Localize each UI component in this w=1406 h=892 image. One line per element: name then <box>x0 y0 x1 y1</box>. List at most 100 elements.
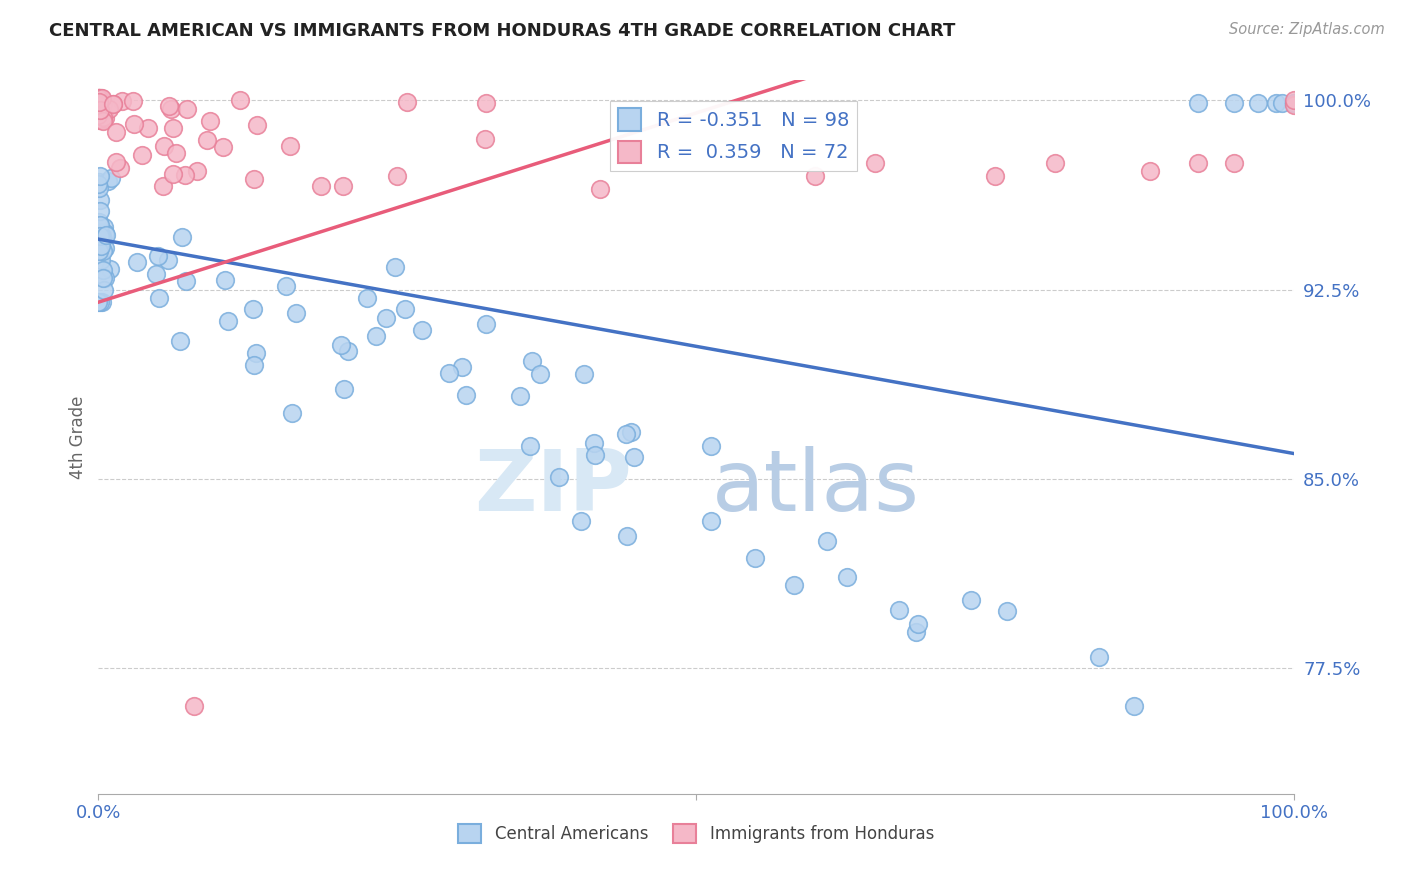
Point <box>110 95 132 109</box>
Point <box>375 310 398 325</box>
Point <box>90 233 112 247</box>
Point <box>91 262 114 277</box>
Point <box>384 260 406 274</box>
Point <box>284 306 307 320</box>
Point <box>89 169 111 183</box>
Point <box>89 95 111 110</box>
Point <box>744 551 766 566</box>
Point <box>156 252 179 267</box>
Point <box>1282 95 1305 110</box>
Point <box>451 360 474 375</box>
Point <box>1043 156 1066 170</box>
Point <box>815 534 838 549</box>
Point <box>89 295 111 310</box>
Point <box>87 106 110 120</box>
Point <box>385 169 409 183</box>
Point <box>1271 95 1294 110</box>
Point <box>1282 98 1305 112</box>
Point <box>887 603 910 617</box>
Point <box>165 146 187 161</box>
Point <box>87 218 110 232</box>
Point <box>1088 649 1111 664</box>
Point <box>211 140 233 154</box>
Point <box>217 314 239 328</box>
Point <box>94 226 117 240</box>
Point <box>89 232 111 246</box>
Point <box>93 283 115 297</box>
Text: CENTRAL AMERICAN VS IMMIGRANTS FROM HONDURAS 4TH GRADE CORRELATION CHART: CENTRAL AMERICAN VS IMMIGRANTS FROM HOND… <box>49 22 956 40</box>
Point <box>278 139 301 153</box>
Point <box>98 102 121 116</box>
Point <box>904 625 927 640</box>
Point <box>332 383 354 397</box>
Point <box>186 164 208 178</box>
Point <box>200 113 222 128</box>
Point <box>87 112 110 127</box>
Point <box>122 94 145 108</box>
Point <box>87 106 110 120</box>
Point <box>97 174 120 188</box>
Point <box>91 295 114 310</box>
Point <box>274 279 297 293</box>
Point <box>162 121 184 136</box>
Point <box>364 328 387 343</box>
Point <box>87 177 110 191</box>
Point <box>169 334 191 348</box>
Point <box>131 147 153 161</box>
Point <box>100 170 122 185</box>
Point <box>1122 698 1144 713</box>
Point <box>89 107 111 121</box>
Point <box>91 243 114 257</box>
Point <box>89 91 111 105</box>
Point <box>616 529 638 543</box>
Point <box>87 104 110 119</box>
Point <box>93 241 115 255</box>
Point <box>176 102 198 116</box>
Point <box>394 301 416 316</box>
Point <box>309 179 332 194</box>
Point <box>93 113 115 128</box>
Point <box>475 96 498 111</box>
Point <box>87 96 110 111</box>
Point <box>90 228 112 243</box>
Point <box>125 255 148 269</box>
Point <box>89 204 111 219</box>
Point <box>337 344 360 359</box>
Point <box>146 249 169 263</box>
Point <box>91 271 114 285</box>
Point <box>620 425 643 439</box>
Point <box>89 228 111 243</box>
Point <box>104 154 127 169</box>
Point <box>572 367 595 381</box>
Point <box>104 125 127 139</box>
Point <box>87 95 110 109</box>
Point <box>89 91 111 105</box>
Point <box>183 698 205 713</box>
Point <box>837 570 859 584</box>
Point <box>89 193 111 207</box>
Point <box>89 103 111 117</box>
Point <box>589 182 612 196</box>
Point <box>87 295 110 310</box>
Point <box>1247 95 1270 110</box>
Point <box>91 108 114 122</box>
Point <box>907 617 929 632</box>
Point <box>89 237 111 252</box>
Point <box>174 274 197 288</box>
Point <box>89 218 111 232</box>
Point <box>90 91 112 105</box>
Text: atlas: atlas <box>711 445 920 529</box>
Point <box>332 178 354 193</box>
Point <box>90 91 112 105</box>
Point <box>547 469 569 483</box>
Point <box>474 317 496 331</box>
Point <box>91 244 114 258</box>
Point <box>984 169 1007 183</box>
Point <box>804 169 827 183</box>
Point <box>159 102 181 116</box>
Point <box>997 604 1019 618</box>
Point <box>152 178 174 193</box>
Point <box>172 230 194 244</box>
Point <box>783 578 806 592</box>
Point <box>700 514 723 528</box>
